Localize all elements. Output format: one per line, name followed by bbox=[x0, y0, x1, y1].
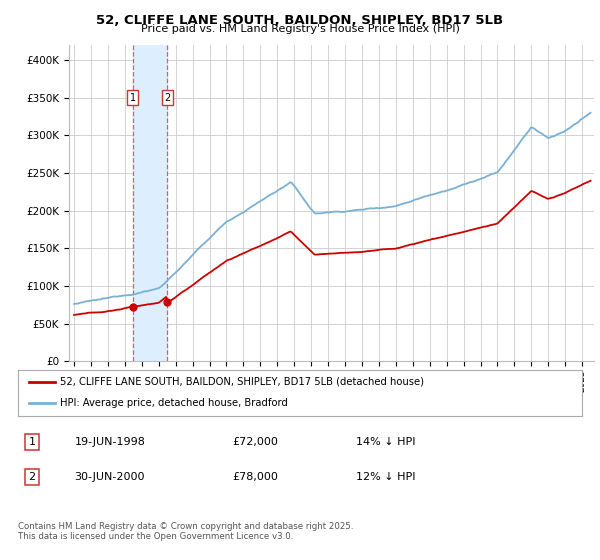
Text: 1: 1 bbox=[29, 437, 35, 447]
Text: £78,000: £78,000 bbox=[232, 472, 278, 482]
Text: 52, CLIFFE LANE SOUTH, BAILDON, SHIPLEY, BD17 5LB (detached house): 52, CLIFFE LANE SOUTH, BAILDON, SHIPLEY,… bbox=[60, 377, 424, 387]
Text: 14% ↓ HPI: 14% ↓ HPI bbox=[356, 437, 416, 447]
Text: 52, CLIFFE LANE SOUTH, BAILDON, SHIPLEY, BD17 5LB: 52, CLIFFE LANE SOUTH, BAILDON, SHIPLEY,… bbox=[97, 14, 503, 27]
Text: Contains HM Land Registry data © Crown copyright and database right 2025.
This d: Contains HM Land Registry data © Crown c… bbox=[18, 522, 353, 542]
Bar bbox=[133, 45, 167, 361]
Text: 30-JUN-2000: 30-JUN-2000 bbox=[74, 472, 145, 482]
Text: 2: 2 bbox=[29, 472, 35, 482]
Text: HPI: Average price, detached house, Bradford: HPI: Average price, detached house, Brad… bbox=[60, 398, 288, 408]
Text: 2: 2 bbox=[164, 92, 170, 102]
Text: 1: 1 bbox=[130, 92, 136, 102]
Text: Price paid vs. HM Land Registry's House Price Index (HPI): Price paid vs. HM Land Registry's House … bbox=[140, 24, 460, 34]
Text: 12% ↓ HPI: 12% ↓ HPI bbox=[356, 472, 416, 482]
Text: £72,000: £72,000 bbox=[232, 437, 278, 447]
Text: 19-JUN-1998: 19-JUN-1998 bbox=[74, 437, 145, 447]
